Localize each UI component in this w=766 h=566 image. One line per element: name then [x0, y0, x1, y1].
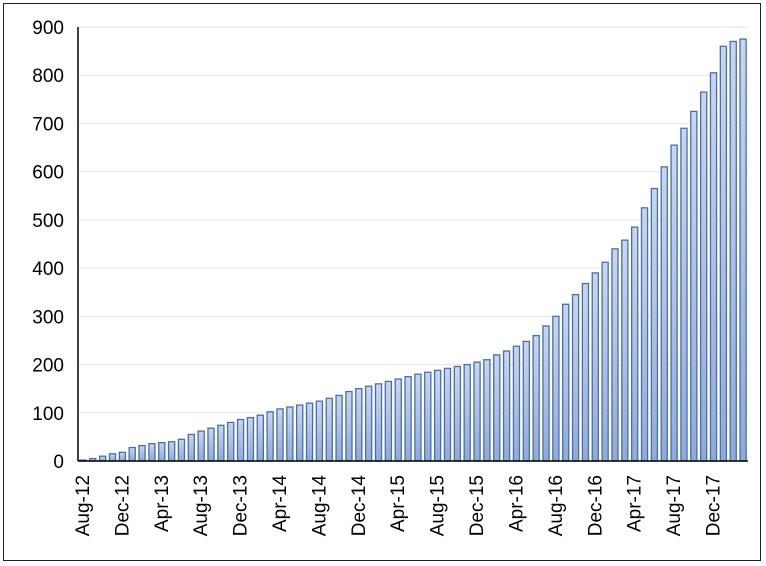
bar — [266, 411, 274, 462]
bar — [680, 127, 688, 462]
bar — [443, 367, 452, 462]
x-tick-label: Apr-14 — [270, 475, 291, 532]
x-tick-label: Dec-17 — [704, 475, 725, 536]
x-tick-label: Aug-13 — [191, 475, 212, 536]
bar — [177, 438, 186, 462]
bar — [611, 248, 619, 462]
bar — [217, 424, 225, 462]
bar — [591, 272, 599, 462]
bar — [207, 427, 215, 462]
bar — [502, 350, 511, 462]
x-tick-label: Aug-17 — [664, 475, 685, 536]
bar — [670, 144, 678, 462]
x-tick-label: Dec-14 — [349, 475, 370, 537]
bar — [295, 404, 304, 462]
bar — [256, 414, 264, 462]
bar — [227, 421, 235, 462]
bar — [364, 385, 373, 462]
y-tick-label: 700 — [32, 114, 64, 135]
x-tick-label: Apr-17 — [625, 475, 646, 532]
bar — [167, 441, 176, 462]
bar — [276, 408, 284, 462]
bar — [699, 91, 708, 462]
bar — [581, 282, 590, 462]
bar — [355, 388, 363, 462]
y-tick-label: 900 — [32, 18, 64, 39]
bar — [433, 369, 442, 462]
bar — [128, 446, 136, 462]
bar — [404, 375, 412, 462]
bar — [325, 397, 333, 462]
x-axis-tick-labels: Aug-12 Dec-12 Apr-13 Aug-13 Dec-13 Apr-14 Aug-… — [73, 475, 725, 537]
bar — [424, 371, 432, 462]
bar — [552, 315, 560, 462]
bar — [394, 378, 402, 462]
x-tick-label: Aug-14 — [309, 475, 330, 537]
bar — [562, 303, 570, 462]
bar — [138, 444, 146, 462]
y-tick-label: 100 — [32, 404, 64, 425]
bar — [483, 359, 491, 462]
bar — [542, 325, 550, 462]
bar — [571, 293, 580, 462]
y-tick-label: 300 — [32, 307, 64, 328]
bar — [739, 38, 747, 462]
bar — [246, 416, 255, 462]
bar — [650, 187, 659, 462]
bar — [453, 365, 462, 462]
bar — [522, 340, 531, 462]
bar — [640, 207, 649, 462]
bar — [493, 354, 501, 462]
x-tick-label: Apr-15 — [388, 475, 409, 532]
bar — [463, 363, 471, 462]
y-tick-label: 0 — [53, 452, 64, 473]
x-tick-label: Dec-13 — [231, 475, 252, 536]
bar — [473, 361, 481, 462]
x-tick-label: Aug-15 — [428, 475, 449, 536]
bar — [719, 45, 728, 462]
bar — [374, 383, 383, 462]
bar — [108, 453, 117, 462]
bar — [621, 239, 629, 462]
bar — [197, 430, 205, 462]
bar — [158, 442, 166, 462]
x-tick-label: Aug-12 — [73, 475, 94, 536]
x-tick-label: Apr-13 — [152, 475, 173, 532]
bar — [148, 442, 156, 462]
x-tick-label: Dec-12 — [112, 475, 133, 536]
y-tick-label: 500 — [32, 211, 64, 232]
bar — [414, 373, 422, 462]
x-tick-label: Aug-16 — [546, 475, 567, 536]
bar — [286, 406, 294, 462]
bar — [384, 380, 393, 462]
bar — [236, 418, 245, 462]
bar — [709, 72, 718, 462]
bar — [532, 334, 540, 462]
bar — [345, 390, 353, 462]
bar — [690, 110, 698, 462]
bar — [315, 400, 324, 462]
bar — [305, 402, 314, 462]
y-axis-tick-labels: 0 100 200 300 400 500 600 700 800 900 — [32, 18, 64, 473]
bar — [630, 226, 639, 462]
y-tick-label: 400 — [32, 259, 64, 280]
y-tick-label: 600 — [32, 163, 64, 184]
y-tick-label: 800 — [32, 66, 64, 87]
bar — [601, 261, 609, 462]
x-tick-label: Dec-15 — [467, 475, 488, 536]
bar — [729, 40, 737, 462]
y-tick-label: 200 — [32, 356, 64, 377]
bar-layer — [79, 38, 747, 462]
bar — [512, 345, 521, 462]
bar — [118, 451, 127, 462]
x-tick-label: Dec-16 — [585, 475, 606, 536]
bar — [187, 433, 196, 462]
bar — [335, 394, 343, 462]
bar — [660, 166, 668, 462]
x-tick-label: Apr-16 — [507, 475, 528, 532]
